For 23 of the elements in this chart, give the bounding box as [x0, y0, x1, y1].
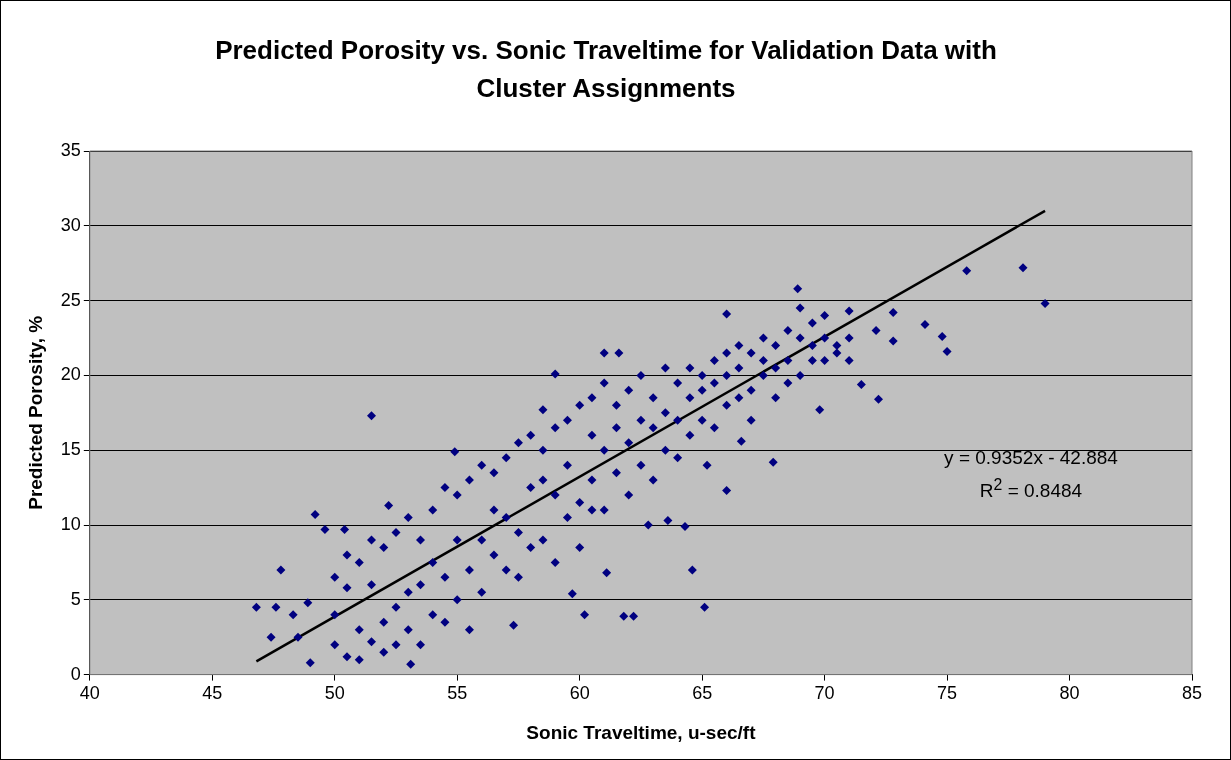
annotation: y = 0.9352x - 42.884: [943, 447, 1119, 469]
x-tick-label: 85: [1181, 683, 1203, 704]
x-tick-label: 55: [447, 683, 468, 704]
x-tick-label: 70: [814, 683, 835, 704]
y-tick-label: 25: [60, 289, 81, 310]
y-tick-label: 20: [60, 364, 81, 385]
x-tick-label: 60: [569, 683, 590, 704]
x-tick-label: 45: [202, 683, 223, 704]
y-tick-label: 15: [60, 439, 81, 460]
x-axis-title: Sonic Traveltime, u-sec/ft: [526, 721, 757, 743]
y-tick-label: 0: [70, 663, 81, 684]
y-tick-label: 35: [60, 139, 81, 160]
x-tick-label: 40: [79, 683, 100, 704]
y-tick-label: 30: [60, 214, 81, 235]
y-tick-label: 5: [70, 588, 81, 609]
y-axis-title: Predicted Porosity, %: [24, 315, 46, 510]
chart-title: Predicted Porosity vs. Sonic Traveltime for Validation Data with Cluster Assignments: [214, 34, 998, 105]
x-tick-label: 50: [324, 683, 345, 704]
x-tick-label: 75: [937, 683, 958, 704]
x-tick-label: 65: [692, 683, 713, 704]
y-tick-label: 10: [60, 513, 81, 534]
x-tick-label: 80: [1059, 683, 1080, 704]
annotation: R$^{2}$ = 0.8484: [978, 475, 1084, 503]
